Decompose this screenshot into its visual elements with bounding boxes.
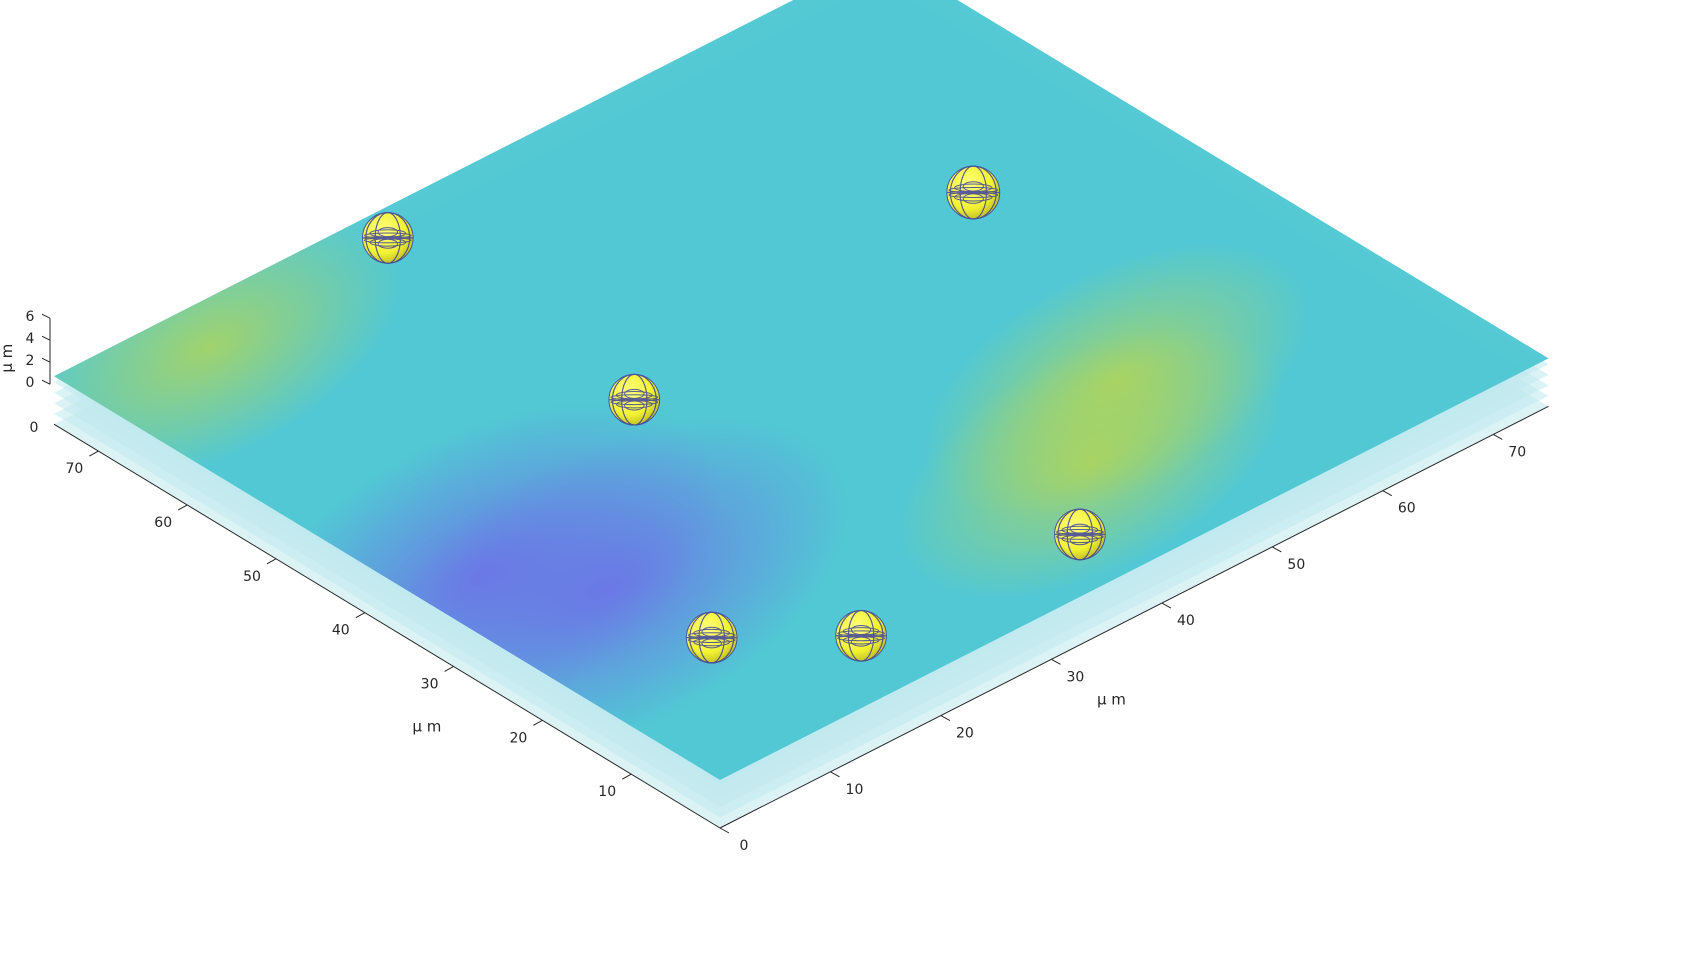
y-tick-label: 10 [598, 784, 616, 800]
x-tick-mark [1161, 602, 1172, 609]
sphere-mesh [361, 212, 414, 264]
y-tick-mark [266, 558, 277, 565]
x-axis-title: μ m [1097, 690, 1126, 708]
y-tick-label: 60 [154, 515, 172, 531]
cell-sphere [1054, 508, 1106, 561]
x-tick-mark [830, 771, 840, 778]
y-tick-mark [444, 666, 454, 672]
y-tick-mark [533, 719, 543, 726]
x-tick-mark [1382, 490, 1393, 497]
z-tick-label: 0 [26, 375, 35, 391]
z-tick-label: 6 [26, 309, 35, 325]
y-origin-label: 0 [30, 420, 39, 436]
axes: 0 10 20 30 40 50 60 70 μ m 10 20 30 40 50 60 70 μ m 0 0 2 4 6… [0, 309, 1549, 854]
cell-sphere [361, 212, 414, 264]
y-tick-label: 70 [65, 461, 83, 477]
z-tick-mark [41, 335, 51, 341]
sphere-mesh [1054, 508, 1106, 561]
x-tick-mark [1051, 658, 1061, 665]
cell-sphere [685, 611, 738, 664]
z-tick-mark [41, 379, 51, 385]
y-axis-line [53, 423, 721, 829]
cell-sphere [835, 609, 887, 662]
cell-sphere [946, 165, 1001, 220]
x-tick-label: 0 [740, 838, 749, 854]
z-axis-title: μ m [0, 344, 16, 373]
x-tick-mark [1493, 434, 1503, 440]
x-tick-mark [1272, 546, 1282, 553]
x-tick-label: 40 [1177, 613, 1195, 629]
x-tick-label: 20 [956, 726, 974, 742]
y-tick-label: 20 [509, 730, 527, 746]
z-tick-label: 4 [26, 331, 35, 347]
cell-spheres [361, 165, 1106, 664]
x-tick-label: 30 [1066, 669, 1084, 685]
sphere-mesh [685, 611, 738, 664]
x-tick-mark [940, 715, 951, 721]
z-tick-mark [41, 357, 51, 363]
cell-sphere [608, 373, 661, 426]
y-tick-mark [89, 450, 99, 457]
sphere-mesh [946, 165, 1001, 220]
x-tick-label: 70 [1508, 444, 1526, 460]
z-tick-mark [41, 313, 51, 319]
y-axis-title: μ m [412, 718, 441, 736]
x-tick-mark [719, 827, 730, 834]
sphere-mesh [835, 609, 887, 662]
y-tick-label: 40 [332, 623, 350, 639]
y-tick-mark [621, 773, 632, 780]
x-tick-label: 10 [846, 782, 864, 798]
x-axis-line [719, 405, 1549, 829]
x-tick-label: 60 [1398, 501, 1416, 517]
x-tick-label: 50 [1287, 557, 1305, 573]
y-tick-label: 30 [421, 676, 439, 692]
sphere-mesh [608, 373, 661, 426]
y-tick-mark [355, 612, 366, 619]
y-tick-label: 50 [243, 569, 261, 585]
surface-layers [54, 0, 1549, 829]
z-tick-label: 2 [26, 353, 35, 369]
y-tick-mark [177, 504, 188, 511]
field-feature [896, 325, 1285, 600]
